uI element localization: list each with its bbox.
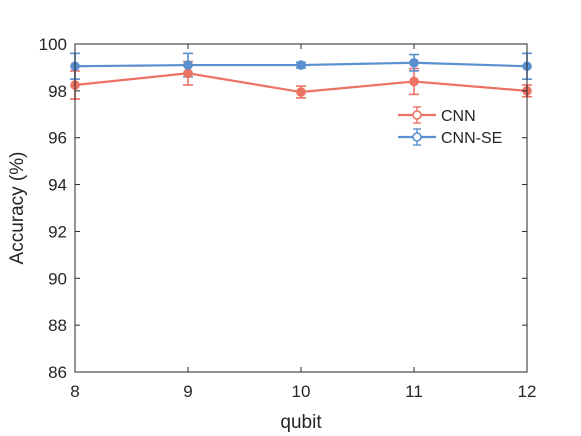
data-point-marker <box>296 60 306 70</box>
data-point-marker <box>409 57 419 68</box>
data-point-marker <box>296 87 306 97</box>
x-tick-label: 8 <box>70 382 79 401</box>
y-tick-label: 100 <box>39 35 67 54</box>
y-tick-label: 94 <box>48 176 67 195</box>
x-tick-label: 10 <box>292 382 311 401</box>
y-tick-label: 90 <box>48 269 67 288</box>
data-point-square <box>184 69 192 77</box>
data-point-square <box>297 88 305 96</box>
y-tick-label: 96 <box>48 129 67 148</box>
y-tick-label: 88 <box>48 316 67 335</box>
legend-marker <box>412 110 422 120</box>
x-tick-labels: 8 9 10 11 12 <box>70 382 536 401</box>
y-tick-label: 98 <box>48 82 67 101</box>
x-tick-label: 12 <box>518 382 537 401</box>
legend: CNN CNN-SE <box>398 106 502 147</box>
x-tick-label: 9 <box>183 382 192 401</box>
tick-marks <box>74 43 528 373</box>
x-axis-label: qubit <box>280 412 322 433</box>
legend-marker <box>412 132 422 142</box>
data-point-square <box>410 59 418 67</box>
legend-label: CNN-SE <box>441 130 502 147</box>
y-axis-label: Accuracy (%) <box>7 152 28 265</box>
data-point-marker <box>409 76 419 87</box>
y-tick-label: 92 <box>48 222 67 241</box>
x-tick-label: 11 <box>405 382 423 401</box>
legend-label: CNN <box>441 108 476 125</box>
data-point-marker <box>183 60 193 70</box>
data-point-square <box>410 77 418 85</box>
y-tick-labels: 86 88 90 92 94 96 98 100 <box>39 35 67 382</box>
y-tick-label: 86 <box>48 363 67 382</box>
data-point-square <box>297 61 305 69</box>
data-point-square <box>184 61 192 69</box>
